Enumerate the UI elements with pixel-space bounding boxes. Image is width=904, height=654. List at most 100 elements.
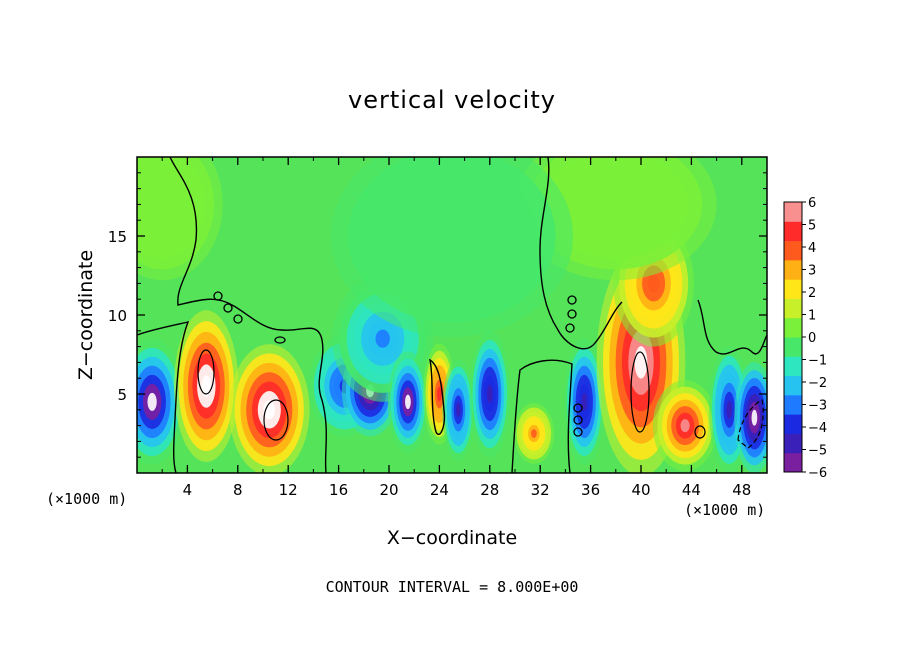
colorbar-label: 3 xyxy=(808,264,816,279)
zero-contour xyxy=(197,349,215,395)
colorbar-label: 5 xyxy=(808,219,816,234)
x-tick-label: 16 xyxy=(329,481,348,499)
field-band xyxy=(531,429,537,438)
field-cell xyxy=(331,157,573,338)
x-tick-label: 20 xyxy=(379,481,398,499)
field-band xyxy=(647,274,660,293)
zero-contour xyxy=(630,351,650,433)
colorbar-swatch xyxy=(784,298,802,319)
colorbar-swatch xyxy=(784,375,802,396)
field-band xyxy=(375,329,390,348)
colorbar-swatch xyxy=(784,221,802,242)
colorbar-label: 1 xyxy=(808,309,816,324)
contour-interval-note: CONTOUR INTERVAL = 8.000E+00 xyxy=(325,578,579,596)
colorbar-label: −2 xyxy=(808,376,827,391)
field-cell xyxy=(137,338,185,466)
x-unit-label-right: (×1000 m) xyxy=(684,501,766,519)
field-band xyxy=(581,392,588,411)
field-cell xyxy=(734,362,767,473)
zero-contour xyxy=(567,309,577,319)
field-band xyxy=(153,193,171,216)
zero-contour xyxy=(233,314,243,324)
zero-contour xyxy=(573,403,583,413)
field-band xyxy=(751,409,758,426)
colorbar-swatch xyxy=(784,356,802,377)
velocity-field xyxy=(137,157,767,473)
field-cell xyxy=(137,157,223,281)
zero-contour xyxy=(274,336,286,344)
field-band xyxy=(455,402,461,418)
field-cell xyxy=(469,330,510,458)
x-tick-label: 8 xyxy=(233,481,243,499)
zero-contour xyxy=(539,157,623,350)
y-axis-label: Z−coordinate xyxy=(75,249,97,381)
field-band xyxy=(486,384,493,404)
colorbar-label: 0 xyxy=(808,331,816,346)
field-band xyxy=(634,346,648,379)
field-cell xyxy=(513,403,555,464)
colorbar-label: −5 xyxy=(808,444,827,459)
field-band xyxy=(601,193,631,216)
colorbar-swatch xyxy=(784,433,802,454)
zero-contour xyxy=(567,295,577,305)
x-tick-label: 24 xyxy=(430,481,449,499)
zero-contour xyxy=(697,299,767,355)
colorbar-swatch xyxy=(784,452,802,473)
field-band xyxy=(680,419,690,433)
zero-contour xyxy=(429,358,446,435)
zero-contour xyxy=(573,427,583,437)
zero-contour xyxy=(263,399,289,441)
y-tick-label: 5 xyxy=(117,386,127,404)
x-tick-label: 44 xyxy=(682,481,701,499)
colorbar-label: 2 xyxy=(808,286,816,301)
x-unit-label-left: (×1000 m) xyxy=(46,490,128,508)
colorbar-swatch xyxy=(784,317,802,338)
x-axis-label: X−coordinate xyxy=(386,527,518,549)
chart-title: vertical velocity xyxy=(348,86,556,114)
zero-contour xyxy=(223,303,233,313)
colorbar-label: 6 xyxy=(808,196,816,211)
colorbar: 6 5 4 3 2 1 0 −1 −2 −3 −4 −5 −6 xyxy=(783,196,827,481)
field-band xyxy=(726,400,733,419)
zero-contour xyxy=(169,157,328,473)
field-band xyxy=(263,400,276,420)
field-cell xyxy=(174,310,239,462)
colorbar-label: −1 xyxy=(808,354,827,369)
x-tick-label: 40 xyxy=(631,481,650,499)
zero-contour xyxy=(573,415,583,425)
zero-contour xyxy=(694,425,706,439)
field-band xyxy=(405,394,411,410)
field-band xyxy=(437,386,442,402)
zero-contour xyxy=(511,359,573,473)
field-cell xyxy=(564,338,605,466)
field-band xyxy=(147,392,157,411)
colorbar-swatch xyxy=(784,259,802,280)
field-band xyxy=(434,221,470,251)
zero-contour xyxy=(213,291,223,301)
x-tick-label: 28 xyxy=(480,481,499,499)
zero-contour xyxy=(137,321,190,473)
colorbar-label: −6 xyxy=(808,466,827,481)
x-tick-label: 36 xyxy=(581,481,600,499)
colorbar-swatch xyxy=(784,202,802,222)
colorbar-label: −3 xyxy=(808,399,827,414)
x-tick-label: 32 xyxy=(531,481,550,499)
x-tick-label: 4 xyxy=(183,481,193,499)
field-band xyxy=(201,375,211,397)
field-cell xyxy=(387,351,429,453)
colorbar-swatch xyxy=(784,394,802,415)
colorbar-label: −4 xyxy=(808,421,827,436)
x-tick-label: 12 xyxy=(279,481,298,499)
colorbar-swatch xyxy=(784,240,802,261)
field-cell xyxy=(228,344,310,473)
field-cell xyxy=(442,359,475,461)
negative-contour xyxy=(737,399,764,449)
field-cell xyxy=(652,380,718,472)
zero-contour xyxy=(565,323,575,333)
y-tick-label: 10 xyxy=(108,307,127,325)
colorbar-swatch xyxy=(784,279,802,299)
colorbar-swatch xyxy=(784,337,802,357)
